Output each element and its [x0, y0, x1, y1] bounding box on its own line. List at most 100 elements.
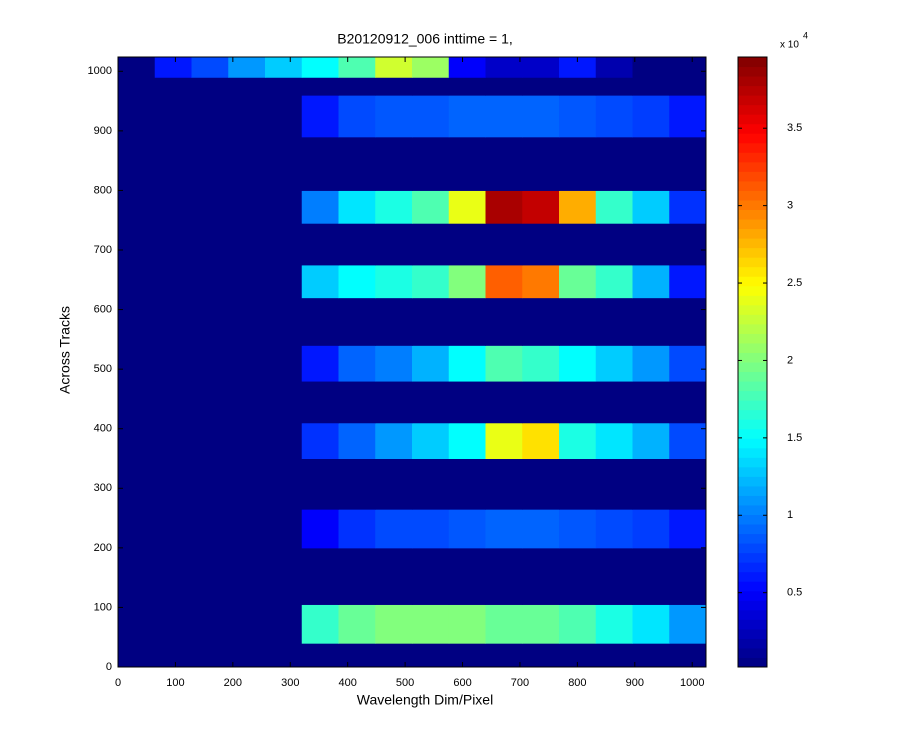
heatmap-cell — [154, 264, 192, 299]
colorbar-segment — [738, 228, 767, 239]
colorbar-segment — [738, 95, 767, 106]
colorbar-segment — [738, 238, 767, 249]
colorbar-segment — [738, 562, 767, 573]
colorbar-segment — [738, 285, 767, 296]
heatmap-cell — [338, 547, 376, 605]
heatmap-cell — [485, 643, 523, 668]
heatmap-cell — [228, 381, 266, 424]
heatmap-cell — [412, 190, 450, 224]
x-tick-label: 800 — [568, 677, 586, 689]
heatmap-cell — [118, 57, 156, 78]
y-axis-label: Across Tracks — [57, 306, 73, 394]
heatmap-cell — [412, 297, 450, 346]
heatmap-cell — [559, 458, 597, 510]
heatmap-cell — [228, 190, 266, 224]
heatmap-cell — [559, 604, 597, 644]
heatmap-cell — [595, 190, 633, 224]
heatmap-cell — [228, 643, 266, 668]
colorbar-segment — [738, 438, 767, 449]
heatmap-cell — [669, 264, 707, 299]
heatmap-cell — [522, 223, 560, 266]
y-tick-label: 100 — [94, 601, 112, 613]
heatmap-cell — [448, 458, 486, 510]
x-tick-label: 300 — [281, 677, 299, 689]
heatmap-cell — [595, 643, 633, 668]
heatmap-cell — [669, 422, 707, 460]
heatmap-cell — [412, 57, 450, 78]
y-tick-label: 700 — [94, 244, 112, 256]
heatmap-cell — [118, 223, 156, 266]
heatmap-cell — [228, 297, 266, 346]
colorbar-segment — [738, 104, 767, 115]
heatmap-cell — [154, 381, 192, 424]
heatmap-cell — [154, 297, 192, 346]
heatmap-cell — [191, 136, 229, 191]
heatmap-cell — [118, 136, 156, 191]
heatmap-cell — [265, 345, 303, 382]
heatmap-cell — [669, 57, 707, 78]
heatmap-cell — [412, 458, 450, 510]
heatmap-cell — [448, 345, 486, 382]
heatmap-cell — [338, 422, 376, 460]
colorbar-segment — [738, 247, 767, 258]
x-tick-label: 900 — [626, 677, 644, 689]
heatmap-cell — [559, 547, 597, 605]
heatmap-cell — [228, 223, 266, 266]
y-tick-label: 900 — [94, 125, 112, 137]
heatmap-cell — [522, 345, 560, 382]
heatmap-cell — [191, 95, 229, 138]
x-tick-label: 0 — [115, 677, 121, 689]
heatmap-cell — [228, 604, 266, 644]
colorbar-segment — [738, 180, 767, 191]
heatmap-cell — [191, 223, 229, 266]
colorbar-segment — [738, 514, 767, 525]
colorbar-segment — [738, 314, 767, 325]
heatmap-cell — [118, 264, 156, 299]
heatmap-cell — [154, 57, 192, 78]
heatmap-cell — [485, 381, 523, 424]
heatmap-cell — [154, 604, 192, 644]
colorbar-segment — [738, 590, 767, 601]
x-tick-label: 200 — [224, 677, 242, 689]
heatmap-cell — [632, 643, 670, 668]
heatmap-cell — [154, 643, 192, 668]
heatmap-cell — [669, 345, 707, 382]
colorbar-segment — [738, 66, 767, 77]
heatmap-cell — [595, 547, 633, 605]
heatmap-cell — [118, 297, 156, 346]
heatmap-cell — [412, 509, 450, 549]
heatmap-cell — [191, 422, 229, 460]
colorbar-segment — [738, 219, 767, 230]
heatmap-cell — [191, 297, 229, 346]
heatmap-cell — [522, 422, 560, 460]
heatmap-cell — [485, 604, 523, 644]
heatmap-cell — [265, 643, 303, 668]
heatmap-cell — [301, 264, 339, 299]
heatmap-cell — [669, 547, 707, 605]
heatmap-cell — [448, 509, 486, 549]
heatmap-cell — [375, 547, 413, 605]
heatmap-cell — [632, 381, 670, 424]
heatmap-cell — [265, 297, 303, 346]
heatmap-cell — [669, 381, 707, 424]
heatmap-cell — [265, 57, 303, 78]
chart-title: B20120912_006 inttime = 1, — [337, 31, 513, 47]
heatmap-cell — [412, 643, 450, 668]
heatmap-cell — [118, 547, 156, 605]
heatmap-cell — [375, 264, 413, 299]
colorbar-segment — [738, 295, 767, 306]
heatmap-cell — [228, 345, 266, 382]
colorbar-segment — [738, 400, 767, 411]
heatmap-cell — [338, 136, 376, 191]
heatmap-cell — [595, 381, 633, 424]
colorbar-segment — [738, 381, 767, 392]
heatmap-cell — [632, 223, 670, 266]
heatmap-cell — [375, 509, 413, 549]
heatmap-cell — [559, 509, 597, 549]
colorbar-segment — [738, 123, 767, 134]
heatmap-cell — [375, 57, 413, 78]
heatmap-cell — [191, 77, 229, 96]
heatmap-cell — [375, 297, 413, 346]
heatmap-cell — [265, 264, 303, 299]
